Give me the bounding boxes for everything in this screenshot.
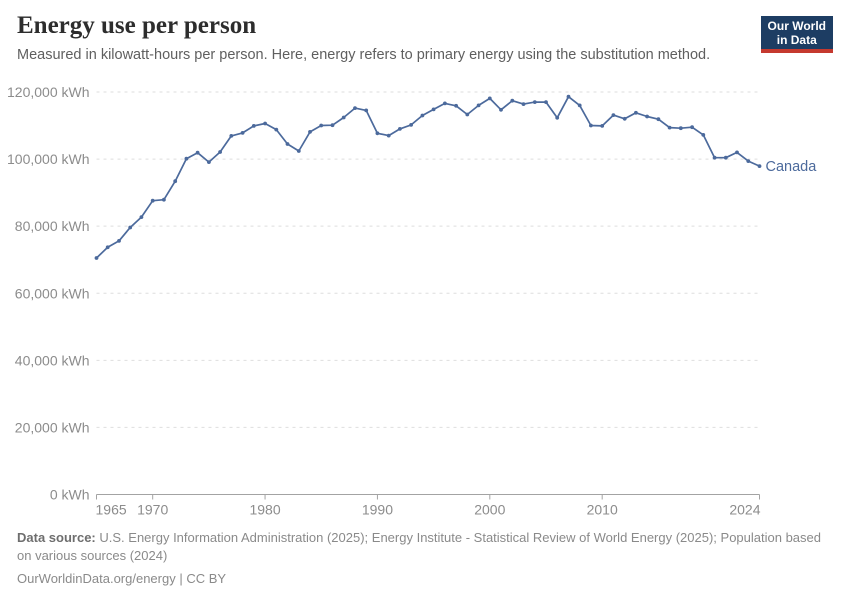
data-point [487, 96, 492, 101]
chart-header: Energy use per person Measured in kilowa… [17, 12, 738, 64]
x-axis-tick-label: 2024 [729, 502, 760, 518]
data-point [409, 123, 413, 127]
data-point [566, 94, 571, 99]
data-point [499, 107, 503, 112]
data-point [386, 133, 391, 138]
license-line: OurWorldinData.org/energy | CC BY [17, 571, 227, 586]
data-point [330, 123, 335, 128]
data-point [678, 126, 683, 131]
data-point [105, 245, 110, 250]
x-axis-tick-label: 2000 [474, 502, 505, 518]
data-point [746, 159, 751, 164]
data-point [218, 150, 223, 154]
data-point [375, 131, 380, 136]
entity-label: Canada [766, 159, 818, 175]
data-point [274, 127, 279, 132]
data-point [735, 150, 739, 155]
data-point [263, 121, 267, 126]
logo-text-line1: Our World [767, 19, 826, 33]
data-point [420, 113, 425, 118]
data-point [577, 103, 582, 108]
data-point [510, 98, 515, 103]
logo-text-line2: in Data [776, 33, 817, 47]
data-point [364, 108, 369, 113]
data-point [600, 124, 605, 128]
data-point [431, 107, 436, 112]
x-axis-tick-label: 1980 [249, 502, 280, 518]
data-point [398, 126, 402, 131]
data-point [701, 133, 706, 137]
y-axis-tick-label: 0 kWh [50, 487, 90, 503]
data-point [443, 101, 447, 106]
y-axis-tick-label: 20,000 kWh [15, 419, 90, 435]
data-point [532, 100, 537, 104]
x-axis-tick-label: 2010 [587, 502, 618, 518]
data-point [162, 197, 166, 202]
data-point [465, 112, 470, 117]
data-point [319, 123, 324, 128]
data-point [195, 150, 200, 155]
data-point [622, 116, 627, 121]
data-point [521, 102, 526, 106]
data-point [251, 124, 256, 128]
page-title: Energy use per person [17, 12, 257, 39]
chart-subtitle: Measured in kilowatt-hours per person. H… [17, 47, 711, 63]
data-point [476, 103, 481, 108]
data-point [117, 239, 121, 243]
owid-logo: Our World in Data [760, 16, 833, 53]
y-axis-tick-label: 60,000 kWh [15, 285, 90, 301]
x-axis-tick-label: 1970 [137, 502, 168, 518]
y-axis-tick-label: 80,000 kWh [15, 218, 90, 234]
data-point [341, 115, 346, 120]
data-point [656, 117, 661, 122]
data-point [184, 156, 189, 161]
data-source-text: U.S. Energy Information Administration (… [17, 530, 821, 563]
x-axis-tick-label: 1990 [362, 502, 393, 518]
data-point [667, 125, 672, 130]
data-point [150, 198, 155, 203]
data-point [645, 114, 649, 119]
data-point [544, 100, 548, 104]
data-point [611, 113, 616, 117]
data-point [229, 134, 234, 138]
x-axis-tick-label: 1965 [96, 502, 127, 518]
data-point [589, 123, 593, 128]
data-point [723, 155, 728, 160]
data-point [757, 164, 762, 169]
chart-footer: Data source: U.S. Energy Information Adm… [17, 529, 823, 588]
data-point [296, 149, 301, 153]
data-point [240, 131, 245, 135]
y-axis-tick-label: 100,000 kWh [7, 151, 90, 167]
data-point [454, 103, 458, 108]
data-point [139, 215, 144, 220]
data-point [94, 256, 99, 260]
y-axis-tick-label: 40,000 kWh [15, 352, 90, 368]
data-source-line: Data source: U.S. Energy Information Adm… [17, 529, 823, 565]
data-point [173, 179, 178, 184]
data-point [285, 142, 290, 146]
data-point [690, 125, 694, 130]
data-point [712, 155, 717, 160]
y-axis-tick-label: 120,000 kWh [7, 84, 90, 100]
line-canada [95, 95, 761, 259]
data-point [308, 130, 312, 134]
data-point [128, 225, 133, 230]
data-point [207, 160, 211, 165]
data-point [634, 110, 638, 115]
data-point [555, 115, 560, 120]
data-source-label: Data source: [17, 530, 96, 545]
data-point [353, 106, 357, 110]
